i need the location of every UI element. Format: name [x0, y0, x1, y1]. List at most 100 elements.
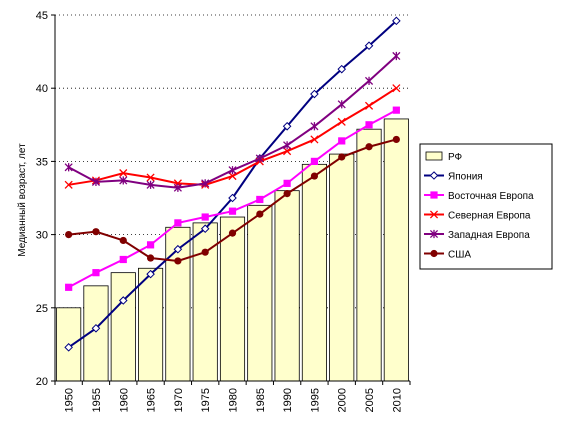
point-0-1970: [173, 244, 183, 254]
point-0-1990: [282, 121, 292, 131]
point-2-1980: [228, 171, 237, 181]
series-3: [64, 51, 401, 192]
point-1-1965: [146, 241, 155, 249]
point-3-1985: [255, 154, 264, 163]
bar-2000: [329, 153, 355, 382]
bar-1990: [274, 190, 300, 382]
legend-marker: [429, 171, 439, 180]
y-tick-label: 25: [36, 303, 48, 315]
point-0-1960: [118, 296, 128, 305]
legend-label: Западная Европа: [448, 230, 530, 241]
bar-1980: [219, 216, 246, 382]
point-2-1995: [310, 135, 319, 144]
y-tick-label: 35: [36, 156, 48, 168]
point-4-2010: [392, 135, 400, 144]
point-4-2005: [365, 143, 373, 151]
x-tick-label: 1960: [118, 388, 130, 412]
x-tick-label: 1980: [228, 388, 240, 412]
legend-entry: Япония: [424, 171, 483, 183]
point-3-1970: [173, 183, 182, 192]
x-axis: 1950 1955 1960 1965 1970 1975 1980 1985 1990 1995…: [54, 381, 411, 412]
point-3-1960: [119, 176, 128, 185]
legend-swatch: [425, 151, 443, 161]
point-1-2000: [338, 137, 346, 145]
legend-marker: [430, 191, 438, 199]
y-tick-label: 20: [36, 376, 48, 388]
point-3-1990: [283, 141, 292, 150]
bar-1995: [301, 163, 327, 382]
point-4-1995: [310, 172, 319, 180]
legend: РФ Япония Восточная Европа Северная Европа З…: [419, 143, 553, 270]
bar-2005: [356, 128, 382, 382]
point-0-1950: [64, 343, 73, 352]
point-3-1965: [146, 180, 155, 189]
legend-label: РФ: [448, 152, 463, 163]
point-3-2010: [392, 51, 401, 61]
legend-entry: РФ: [425, 151, 463, 163]
x-tick-label: 2005: [364, 388, 376, 412]
x-tick-label: 2010: [391, 388, 403, 412]
x-tick-label: 1985: [255, 388, 267, 412]
y-tick-label: 30: [36, 230, 48, 242]
x-tick-label: 1970: [173, 388, 185, 412]
point-1-2010: [392, 106, 400, 114]
point-3-1975: [201, 179, 210, 188]
point-3-1955: [91, 177, 101, 186]
point-0-1955: [91, 323, 101, 333]
point-3-1995: [310, 122, 319, 131]
point-0-1980: [228, 193, 237, 203]
point-0-1975: [200, 224, 210, 234]
y-axis: 20 25 30 35 40 45: [36, 10, 55, 388]
point-4-1990: [283, 190, 291, 198]
point-3-1980: [228, 166, 237, 175]
point-2-1950: [64, 180, 73, 189]
point-0-2005: [364, 41, 374, 51]
point-4-1970: [174, 257, 182, 265]
legend-entry: США: [424, 250, 471, 261]
point-2-1990: [283, 147, 292, 156]
bar-2010: [383, 118, 409, 382]
point-0-2000: [337, 64, 347, 74]
x-tick-label: 2000: [337, 388, 349, 412]
plot-frame: [54, 15, 410, 382]
bar-1985: [247, 204, 273, 382]
bar-series-rf: [56, 118, 409, 382]
point-1-1975: [201, 213, 209, 221]
x-tick-label: 1955: [91, 388, 103, 412]
y-tick-label: 40: [36, 83, 48, 95]
series-1: [65, 106, 400, 291]
point-4-1965: [146, 254, 155, 262]
legend-label: Северная Европа: [448, 211, 531, 222]
legend-entry: Западная Европа: [424, 229, 530, 241]
legend-marker: [429, 229, 439, 239]
point-1-1960: [119, 255, 127, 264]
point-1-1980: [228, 207, 237, 215]
point-4-1960: [119, 236, 127, 245]
legend-label: Восточная Европа: [448, 191, 534, 202]
point-2-2005: [364, 101, 374, 110]
legend-marker: [429, 210, 439, 219]
point-0-1965: [146, 269, 155, 279]
point-2-2010: [392, 84, 401, 93]
legend-label: Япония: [448, 172, 483, 183]
point-3-1950: [64, 163, 73, 172]
point-3-2005: [364, 76, 374, 85]
point-4-1980: [228, 229, 237, 237]
point-3-2000: [337, 100, 346, 109]
point-0-1995: [310, 89, 319, 99]
point-0-2010: [392, 16, 401, 26]
x-tick-label: 1965: [146, 388, 158, 412]
bar-1960: [110, 272, 136, 382]
point-2-2000: [337, 117, 346, 126]
legend-entry: Восточная Европа: [424, 191, 534, 202]
point-4-1985: [256, 210, 264, 218]
point-2-1965: [146, 173, 155, 182]
legend-box: [419, 143, 553, 270]
point-1-1955: [92, 269, 100, 277]
point-4-2000: [338, 153, 346, 161]
x-tick-label: 1990: [282, 388, 294, 412]
point-1-1985: [256, 195, 264, 204]
x-tick-label: 1995: [309, 388, 321, 412]
x-tick-label: 1950: [64, 388, 76, 412]
